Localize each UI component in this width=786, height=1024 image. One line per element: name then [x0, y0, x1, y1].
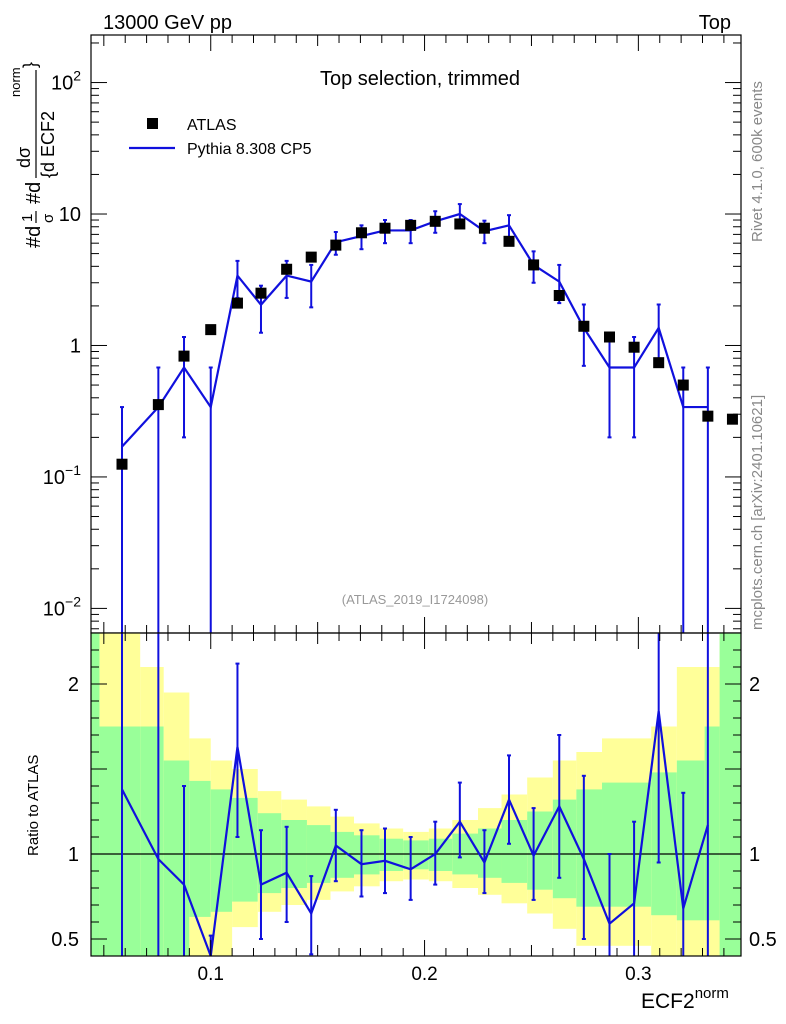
legend: ATLAS Pythia 8.308 CP5	[129, 117, 312, 158]
data-point	[677, 379, 689, 391]
atlas-data-points	[116, 215, 738, 470]
ratio-y-tick-label-right: 1	[749, 844, 760, 866]
main-axis-ticks	[91, 35, 741, 633]
y-tick-exp: −2	[65, 593, 81, 609]
header-right: Top	[699, 12, 731, 34]
main-y-axis-label: #d 1 σ #d dσ {d ECF2 norm }	[8, 62, 58, 248]
ratio-y-axis-label: Ratio to ATLAS	[25, 755, 42, 856]
ylabel-dsigma: dσ	[14, 147, 34, 168]
ratio-line	[121, 711, 709, 957]
ylabel-one: 1	[19, 214, 36, 222]
ratio-y-tick-label: 1	[68, 844, 79, 866]
ratio-y-tick-label-right: 2	[749, 674, 760, 696]
data-point	[454, 218, 466, 230]
mc-series-line	[121, 212, 708, 448]
y-tick-base: 10	[59, 204, 81, 226]
data-point	[231, 297, 243, 309]
x-tick-label: 0.3	[625, 964, 651, 985]
ratio-band-inner	[403, 840, 429, 870]
x-tick-label: 0.2	[411, 964, 437, 985]
ratio-panel-frame	[90, 632, 742, 957]
y-tick-label: 102	[51, 68, 81, 95]
header-left: 13000 GeV pp	[103, 12, 232, 34]
ratio-axis-ticks	[91, 632, 741, 957]
data-point	[503, 235, 515, 247]
data-point	[205, 324, 217, 336]
data-point	[528, 259, 540, 271]
ratio-band-inner	[353, 835, 380, 875]
data-point	[578, 320, 590, 332]
data-point	[116, 458, 128, 470]
data-point	[653, 357, 665, 369]
data-point	[379, 222, 391, 234]
ratio-band-inner	[232, 797, 258, 902]
y-tick-base: 10	[43, 598, 65, 620]
ratio-band-inner	[189, 780, 211, 917]
ratio-band-inner	[163, 760, 190, 956]
data-point	[178, 350, 190, 362]
ratio-band-inner	[576, 789, 603, 907]
y-tick-base: 10	[43, 467, 65, 489]
ylabel-prefix: #d	[23, 226, 45, 248]
data-point	[405, 219, 417, 231]
data-point	[281, 263, 293, 275]
y-tick-exp: 2	[73, 68, 81, 84]
ratio-band-inner	[552, 799, 577, 899]
ratio-y-tick-label: 0.5	[51, 929, 79, 951]
data-point	[553, 289, 565, 301]
y-tick-base: 1	[70, 335, 81, 357]
legend-mc-label: Pythia 8.308 CP5	[187, 141, 312, 158]
ratio-uncertainty-bands	[91, 633, 741, 956]
data-point	[702, 410, 714, 422]
analysis-tag: (ATLAS_2019_I1724098)	[342, 592, 488, 607]
x-axis-label-main: ECF2	[641, 990, 695, 1013]
data-point	[628, 341, 640, 353]
ratio-y-tick-label-right: 0.5	[749, 929, 777, 951]
ratio-y-tick-label: 2	[68, 674, 79, 696]
x-axis-label-sup: norm	[695, 985, 729, 1002]
ylabel-sigma: σ	[40, 213, 57, 223]
ratio-y-tick-labels: 0.5 0.5 1 1 2 2	[51, 674, 777, 951]
mcplots-label: mcplots.cern.ch [arXiv:2401.10621]	[749, 395, 766, 630]
y-tick-label: 10−2	[43, 593, 81, 620]
y-tick-exp: −1	[65, 462, 81, 478]
ratio-band-inner	[719, 633, 741, 956]
ylabel-sup: norm	[8, 67, 23, 97]
data-point	[478, 222, 490, 234]
ratio-band-inner	[91, 633, 100, 956]
ratio-band-inner	[257, 813, 282, 894]
ratio-band-inner	[501, 820, 528, 883]
data-point	[726, 413, 738, 425]
legend-atlas-marker	[147, 118, 158, 129]
data-point	[152, 399, 164, 411]
x-axis-label: ECF2norm	[641, 985, 729, 1013]
mc-error-bars	[120, 203, 710, 633]
ylabel-denom: {d ECF2	[38, 111, 58, 178]
y-tick-label: 10	[59, 204, 81, 226]
ratio-band-inner	[651, 772, 677, 916]
data-point	[305, 251, 317, 263]
ratio-band-inner	[478, 828, 502, 878]
data-point	[429, 215, 441, 227]
legend-atlas-label: ATLAS	[187, 117, 237, 134]
ratio-band-inner	[99, 726, 141, 956]
ylabel-close: }	[20, 62, 40, 68]
y-tick-label: 1	[70, 335, 81, 357]
data-point	[330, 239, 342, 251]
plot-title: Top selection, trimmed	[320, 68, 520, 90]
ratio-band-inner	[210, 789, 233, 912]
x-tick-label: 0.1	[198, 964, 224, 985]
rivet-label: Rivet 4.1.0, 600k events	[749, 81, 766, 242]
data-point	[255, 287, 267, 299]
x-tick-labels: 0.1 0.2 0.3	[198, 964, 652, 985]
data-point	[604, 331, 616, 343]
ratio-band-inner	[140, 726, 164, 956]
y-tick-label: 10−1	[43, 462, 81, 489]
y-tick-base: 10	[51, 73, 73, 95]
ylabel-mid: #d	[23, 182, 45, 204]
data-point	[355, 227, 367, 239]
